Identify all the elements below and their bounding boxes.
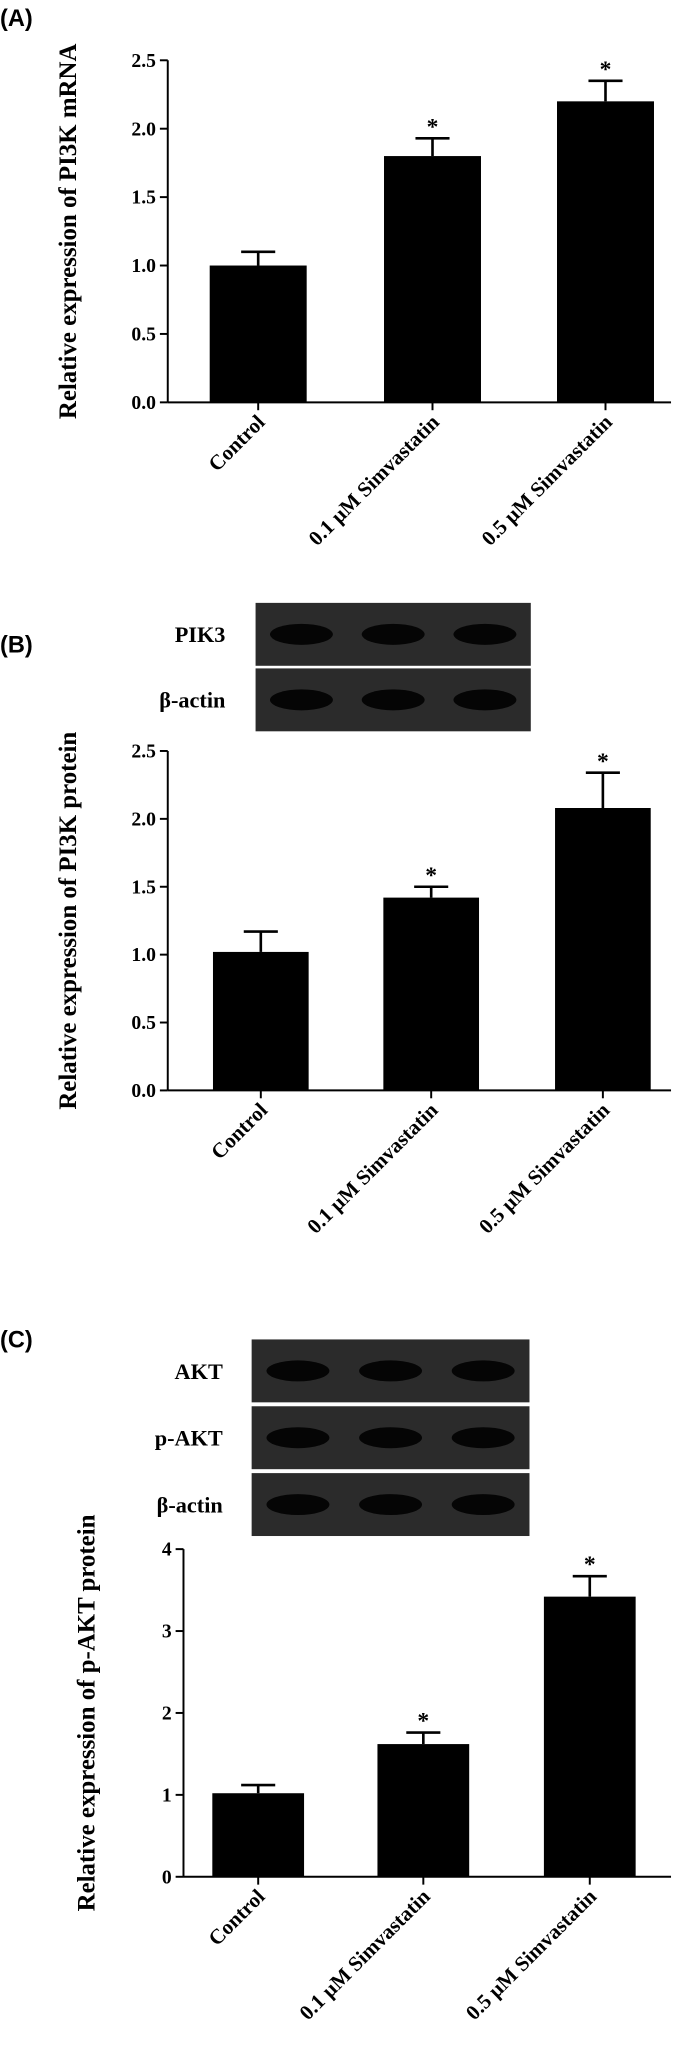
significance-marker: * — [425, 863, 437, 889]
y-tick-label: 1.5 — [131, 876, 156, 898]
x-tick-label: 0.5 µM Simvastatin — [477, 410, 618, 551]
y-tick-label: 1.0 — [131, 944, 156, 966]
blot-band — [359, 1427, 423, 1449]
bar — [377, 1744, 470, 1877]
significance-marker: * — [600, 57, 612, 83]
y-tick-label: 1.5 — [131, 187, 156, 209]
bar — [212, 1793, 305, 1877]
x-tick-label: Control — [203, 1884, 269, 1950]
bar — [209, 265, 307, 403]
blot-band — [453, 623, 517, 645]
y-tick-label: 2.5 — [131, 50, 156, 72]
blot-band — [361, 623, 425, 645]
y-tick-label: 0 — [162, 1866, 172, 1888]
blot-band — [269, 623, 333, 645]
significance-marker: * — [597, 749, 609, 775]
blot-label: β-actin — [159, 688, 226, 713]
y-tick-label: 3 — [162, 1621, 172, 1643]
blot-band — [266, 1427, 330, 1449]
y-axis-label: Relative expression of p-AKT protein — [73, 1514, 100, 1911]
blot-band — [266, 1360, 330, 1382]
blot-band — [453, 689, 517, 711]
x-tick-label: 0.5 µM Simvastatin — [461, 1884, 602, 2025]
blot-band — [266, 1494, 330, 1516]
bar — [212, 951, 309, 1091]
blot-band — [359, 1494, 423, 1516]
blot-label: β-actin — [157, 1492, 224, 1517]
y-tick-label: 2.0 — [131, 118, 156, 140]
blot-band — [269, 689, 333, 711]
panel-label: (A) — [0, 5, 33, 31]
x-tick-label: 0.1 µM Simvastatin — [302, 1098, 443, 1239]
y-tick-label: 0.5 — [131, 323, 156, 345]
blot-label: p-AKT — [155, 1426, 223, 1451]
y-tick-label: 2.0 — [131, 808, 156, 830]
significance-marker: * — [584, 1552, 596, 1578]
x-tick-label: 0.1 µM Simvastatin — [294, 1884, 435, 2025]
y-tick-label: 0.5 — [131, 1012, 156, 1034]
significance-marker: * — [427, 114, 439, 140]
y-tick-label: 1.0 — [131, 255, 156, 277]
y-axis-label: Relative expression of PI3K protein — [55, 732, 82, 1110]
bar — [383, 897, 480, 1091]
y-tick-label: 1 — [162, 1784, 172, 1806]
bar — [555, 808, 651, 1091]
blot-label: AKT — [175, 1359, 223, 1384]
blot-band — [361, 689, 425, 711]
x-tick-label: Control — [206, 1098, 272, 1164]
x-tick-label: 0.1 µM Simvastatin — [304, 410, 445, 551]
panel-label: (B) — [0, 632, 33, 658]
blot-band — [451, 1494, 515, 1516]
bar — [557, 101, 654, 403]
blot-band — [451, 1360, 515, 1382]
blot-label: PIK3 — [175, 622, 226, 647]
y-tick-label: 2 — [162, 1703, 172, 1725]
y-tick-label: 0.0 — [131, 392, 156, 414]
bar — [543, 1596, 636, 1877]
significance-marker: * — [417, 1709, 429, 1735]
x-tick-label: Control — [203, 410, 269, 476]
y-axis-label: Relative expression of PI3K mRNA — [55, 43, 82, 419]
y-tick-label: 2.5 — [131, 741, 156, 763]
bar — [384, 156, 481, 403]
x-tick-label: 0.5 µM Simvastatin — [474, 1098, 615, 1239]
y-tick-label: 0.0 — [131, 1080, 156, 1102]
blot-band — [359, 1360, 423, 1382]
y-tick-label: 4 — [162, 1539, 172, 1561]
panel-label: (C) — [0, 1326, 33, 1352]
blot-band — [451, 1427, 515, 1449]
